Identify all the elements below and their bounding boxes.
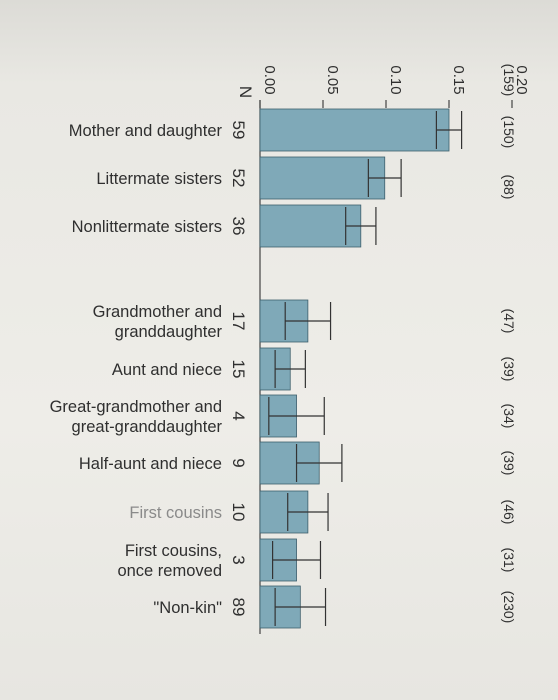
n-value: 36	[229, 217, 248, 236]
bar	[259, 156, 386, 200]
count-label: (46)	[501, 500, 517, 525]
category-label: Half-aunt and niece	[79, 455, 222, 473]
tick-label: 0.00	[261, 65, 278, 94]
category-label: "Non-kin"	[153, 599, 222, 617]
category-label: Great-grandmother and	[50, 398, 222, 416]
bar	[259, 204, 362, 248]
category-label: First cousins	[129, 504, 222, 522]
tick-label: 0.10	[387, 65, 404, 94]
n-value: 4	[229, 411, 248, 420]
n-value: 17	[229, 312, 248, 331]
category-label: Mother and daughter	[69, 122, 223, 140]
bar	[259, 108, 450, 152]
category-label: once removed	[117, 562, 222, 580]
count-label: (47)	[501, 309, 517, 334]
count-label: (88)	[501, 175, 517, 200]
n-value: 15	[229, 360, 248, 379]
category-label: Aunt and niece	[112, 361, 222, 379]
n-value: 89	[229, 598, 248, 617]
n-axis-label: N	[236, 86, 255, 98]
tick-label: 0.20	[513, 65, 530, 94]
count-label: (39)	[501, 357, 517, 382]
count-label: (159)	[501, 64, 517, 97]
count-label: (31)	[501, 548, 517, 573]
n-value: 59	[229, 121, 248, 140]
category-label: granddaughter	[115, 323, 223, 341]
count-label: (150)	[501, 116, 517, 149]
count-label: (34)	[501, 404, 517, 429]
tick-label: 0.15	[450, 65, 467, 94]
n-value: 52	[229, 169, 248, 188]
category-label: First cousins,	[125, 542, 222, 560]
n-value: 3	[229, 555, 248, 564]
category-label: Grandmother and	[93, 303, 222, 321]
tick-label: 0.05	[324, 65, 341, 94]
category-label: great-granddaughter	[72, 418, 223, 436]
count-label: (230)	[501, 591, 517, 624]
count-label: (39)	[501, 451, 517, 476]
n-value: 9	[229, 458, 248, 467]
n-value: 10	[229, 503, 248, 522]
category-label: Nonlittermate sisters	[72, 218, 222, 236]
category-label: Littermate sisters	[96, 170, 222, 188]
